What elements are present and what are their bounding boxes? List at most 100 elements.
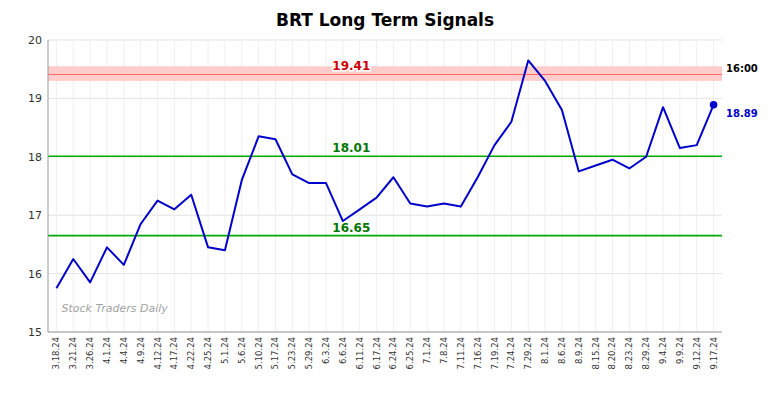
x-tick-label: 5.1.24 [220,337,230,364]
x-tick-label: 4.12.24 [153,337,163,369]
grid-line [359,40,360,332]
grid-line [342,40,343,332]
x-tick-label: 7.24.24 [506,337,516,369]
grid-line [48,156,722,157]
x-tick-label: 4.4.24 [119,337,129,364]
x-tick-label: 3.26.24 [85,337,95,369]
grid-line [275,40,276,332]
grid-line [545,40,546,332]
last-time: 16:00 [726,63,758,74]
grid-line [73,40,74,332]
x-tick-label: 7.1.24 [422,337,432,364]
y-axis-line [48,40,49,332]
x-tick-label: 5.23.24 [287,337,297,369]
reference-label: 18.01 [332,141,370,155]
grid-line [48,273,722,274]
grid-line [696,40,697,332]
grid-line [460,40,461,332]
grid-line [258,40,259,332]
x-tick-label: 8.15.24 [591,337,601,369]
x-tick-label: 6.17.24 [372,337,382,369]
watermark: Stock Traders Daily [61,302,168,315]
grid-line [48,215,722,216]
chart: 15 16 17 18 19 20 3.18.24 3.21.24 3.26.24 4.1.24 4… [0,0,784,398]
y-tick-label: 20 [28,34,42,47]
y-tick-label: 17 [28,209,42,222]
x-tick-label: 8.6.24 [557,337,567,364]
grid-line [427,40,428,332]
x-tick-label: 3.21.24 [68,337,78,369]
x-tick-label: 6.24.24 [388,337,398,369]
resistance-band [48,66,722,81]
x-tick-label: 4.9.24 [136,337,146,364]
reference-line [48,155,722,157]
x-tick-label: 6.6.24 [338,337,348,364]
grid-line [157,40,158,332]
x-tick-label: 7.29.24 [523,337,533,369]
grid-line [241,40,242,332]
grid-line [443,40,444,332]
x-tick-label: 6.25.24 [405,337,415,369]
grid-line [528,40,529,332]
x-tick-label: 8.29.24 [641,337,651,369]
x-tick-label: 6.11.24 [355,337,365,369]
x-tick-label: 8.20.24 [607,337,617,369]
x-tick-label: 8.1.24 [540,337,550,364]
x-tick-label: 7.19.24 [490,337,500,369]
reference-line [48,74,722,75]
x-axis-line [48,332,722,333]
x-tick-label: 4.17.24 [169,337,179,369]
y-tick-label: 16 [28,268,42,281]
x-tick-label: 9.17.24 [709,337,719,369]
grid-line [106,40,107,332]
x-tick-label: 9.12.24 [692,337,702,369]
reference-line [48,235,722,237]
y-tick-label: 19 [28,92,42,105]
x-tick-label: 9.9.24 [675,337,685,364]
y-tick-label: 18 [28,151,42,164]
y-tick-label: 15 [28,326,42,339]
x-tick-label: 7.8.24 [439,337,449,364]
x-tick-label: 4.25.24 [203,337,213,369]
grid-line [123,40,124,332]
grid-line [477,40,478,332]
grid-line [48,332,722,333]
x-tick-label: 5.6.24 [237,337,247,364]
x-tick-label: 6.3.24 [321,337,331,364]
x-tick-label: 9.4.24 [658,337,668,364]
x-tick-label: 5.29.24 [304,337,314,369]
last-price: 18.89 [726,108,758,119]
grid-line [224,40,225,332]
grid-line [578,40,579,332]
grid-line [48,98,722,99]
grid-line [140,40,141,332]
last-price-dot [710,101,718,109]
grid [48,40,722,332]
grid-line [208,40,209,332]
x-tick-label: 4.22.24 [186,337,196,369]
x-tick-label: 5.17.24 [270,337,280,369]
grid-line [646,40,647,332]
grid-line [393,40,394,332]
grid-line [48,40,722,41]
grid-line [713,40,714,332]
title: BRT Long Term Signals [276,10,494,30]
grid-line [309,40,310,332]
x-tick-label: 7.16.24 [473,337,483,369]
axes: 15 16 17 18 19 20 3.18.24 3.21.24 3.26.24 4.1.24 4… [28,34,722,369]
x-tick-label: 4.1.24 [102,337,112,364]
reference-label: 16.65 [332,221,370,235]
plot-area [48,60,722,288]
grid-line [663,40,664,332]
price-line [56,60,713,288]
grid-line [612,40,613,332]
x-tick-label: 7.11.24 [456,337,466,369]
grid-line [629,40,630,332]
x-tick-label: 3.18.24 [51,337,61,369]
grid-line [494,40,495,332]
grid-line [174,40,175,332]
x-tick-label: 8.23.24 [624,337,634,369]
grid-line [561,40,562,332]
grid-line [595,40,596,332]
grid-line [410,40,411,332]
